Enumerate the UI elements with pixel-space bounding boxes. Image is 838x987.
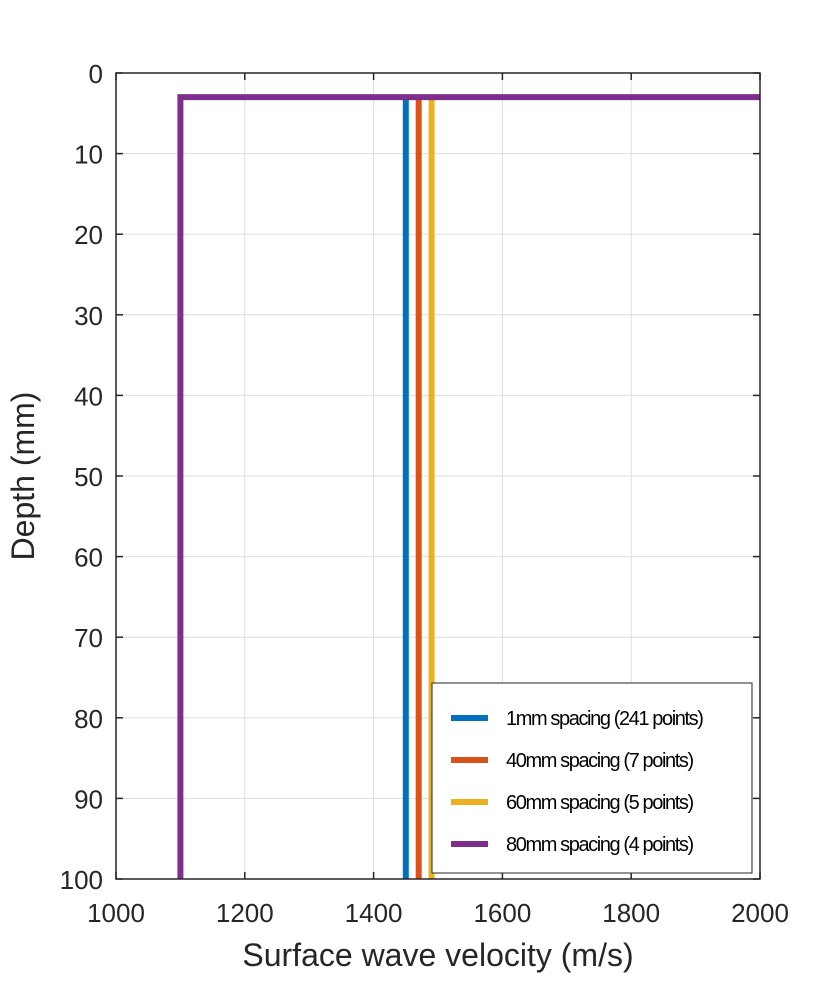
y-tick-label: 0 — [89, 59, 103, 89]
legend: 1mm spacing (241 points) 40mm spacing (7 … — [431, 682, 753, 874]
y-axis-label: Depth (mm) — [5, 392, 41, 561]
x-tick-label: 1200 — [216, 898, 274, 928]
series-line-4 — [177, 94, 760, 879]
legend-entry: 60mm spacing (5 points) — [506, 792, 694, 814]
y-tick-label: 60 — [74, 543, 103, 573]
x-tick-label: 1400 — [345, 898, 403, 928]
y-tick-label: 100 — [60, 865, 103, 895]
y-tick-label: 40 — [74, 381, 103, 411]
x-tick-label: 1000 — [87, 898, 145, 928]
x-tick-label: 2000 — [731, 898, 789, 928]
legend-items: 1mm spacing (241 points) 40mm spacing (7 … — [451, 708, 705, 856]
legend-entry: 1mm spacing (241 points) — [506, 708, 703, 730]
legend-entry: 80mm spacing (4 points) — [506, 834, 694, 856]
y-tick-label: 80 — [74, 704, 103, 734]
y-tick-label: 90 — [74, 784, 103, 814]
x-tick-label: 1600 — [473, 898, 531, 928]
x-axis-label: Surface wave velocity (m/s) — [242, 937, 633, 973]
ticks — [115, 72, 761, 880]
x-tick-label: 1800 — [602, 898, 660, 928]
y-tick-label: 70 — [74, 623, 103, 653]
y-tick-label: 30 — [74, 301, 103, 331]
x-tick-labels: 1000 1200 1400 1600 1800 2000 — [87, 898, 789, 928]
y-tick-labels: 0 10 20 30 40 50 60 70 80 90 100 — [60, 59, 103, 895]
y-tick-label: 20 — [74, 220, 103, 250]
y-tick-label: 10 — [74, 140, 103, 170]
legend-entry: 40mm spacing (7 points) — [506, 750, 694, 772]
y-tick-label: 50 — [74, 462, 103, 492]
